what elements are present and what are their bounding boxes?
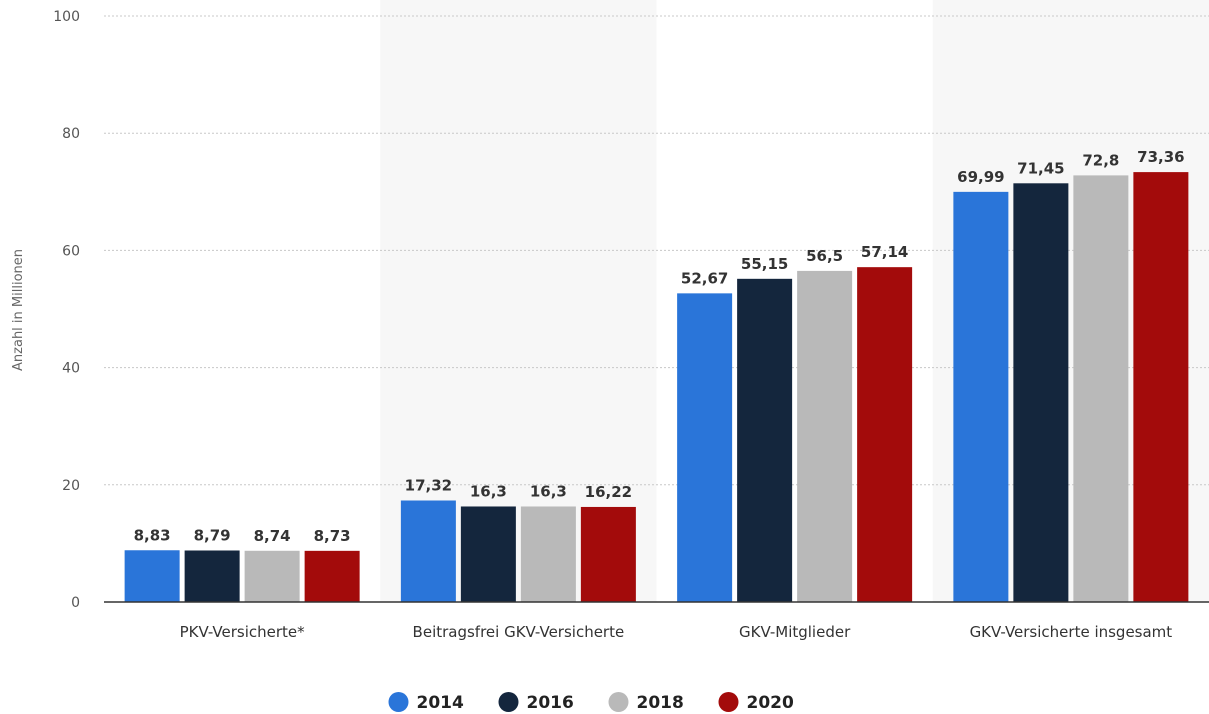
bar-2016[interactable] [737,278,793,602]
y-tick-label: 40 [62,361,80,377]
bar-2014[interactable] [124,550,180,602]
legend-label[interactable]: 2014 [417,693,464,713]
bar-2018[interactable] [244,550,300,602]
legend-marker[interactable] [608,692,629,712]
data-label: 52,67 [681,269,728,287]
x-axis-ticks: PKV-Versicherte* Beitragsfrei GKV-Versich… [180,623,1173,641]
bar-2018[interactable] [1073,175,1129,602]
bars: 8,83 17,32 52,67 69,99 8,79 16,3 55,15 71,45 8,7… [124,148,1189,603]
bar-2016[interactable] [460,506,516,602]
bar-2016[interactable] [184,550,240,602]
data-label: 69,99 [957,168,1004,186]
y-tick-label: 60 [62,243,80,259]
x-tick-label: PKV-Versicherte* [180,623,306,641]
x-tick-label: Beitragsfrei GKV-Versicherte [413,623,625,641]
legend-marker[interactable] [718,692,739,712]
legend: 2014 2016 2018 2020 [388,692,794,713]
bar-2020[interactable] [304,550,360,602]
data-label: 56,5 [806,247,843,265]
y-axis-ticks: 0 20 40 60 80 100 [53,9,80,611]
bar-2014[interactable] [953,191,1009,603]
x-tick-label: GKV-Versicherte insgesamt [970,623,1173,641]
x-tick-label: GKV-Mitglieder [739,623,851,641]
data-label: 71,45 [1017,159,1064,177]
bar-2014[interactable] [400,500,456,602]
data-label: 17,32 [405,477,452,495]
legend-label[interactable]: 2016 [527,693,574,713]
data-label: 16,22 [585,483,632,501]
y-tick-label: 0 [71,595,80,611]
legend-marker[interactable] [388,692,409,712]
bar-2014[interactable] [677,293,733,602]
y-tick-label: 80 [62,126,80,142]
data-label: 8,83 [134,526,171,544]
bar-2018[interactable] [520,506,576,602]
data-label: 8,73 [314,527,351,545]
legend-label[interactable]: 2020 [747,693,794,713]
data-label: 55,15 [741,255,788,273]
data-label: 57,14 [861,243,908,261]
data-label: 72,8 [1082,151,1119,169]
y-tick-label: 20 [62,478,80,494]
legend-label[interactable]: 2018 [637,693,684,713]
data-label: 8,74 [254,527,291,545]
bar-2020[interactable] [857,267,913,602]
bar-2020[interactable] [580,506,636,602]
data-label: 16,3 [530,482,567,500]
legend-marker[interactable] [498,692,519,712]
y-axis-label: Anzahl in Millionen [11,249,26,371]
data-label: 73,36 [1137,148,1184,166]
bar-2018[interactable] [797,270,853,602]
data-label: 16,3 [470,482,507,500]
bar-2020[interactable] [1133,172,1189,602]
data-label: 8,79 [194,526,231,544]
y-tick-label: 100 [53,9,80,25]
bar-2016[interactable] [1013,183,1069,603]
